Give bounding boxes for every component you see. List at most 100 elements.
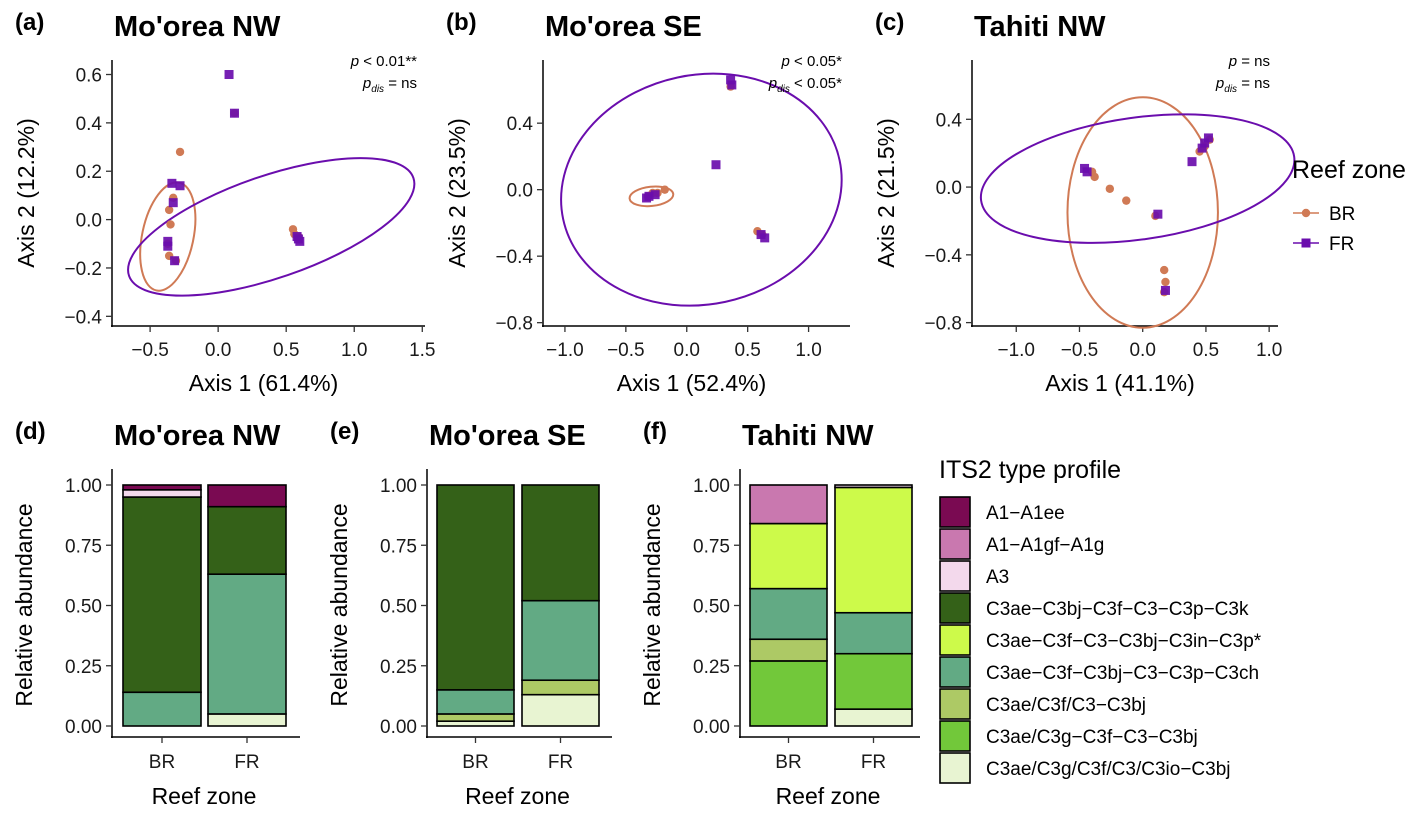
bar-panel: 0.00 0.25 0.50 0.75 1.00 BR FR Reef zone Relativ… [639,469,920,809]
legend-swatch [939,720,971,752]
legend-label: C3ae−C3f−C3bj−C3−C3p−C3ch [986,663,1259,684]
stat-pdis-value: = ns [384,75,417,92]
point-br [166,220,175,229]
point-br [1161,277,1170,287]
point-fr [168,198,178,208]
scatter-panel: −1.0 −0.5 0.0 0.5 1.0 −0.8 −0.4 0.0 0.4 Axis 1 (5… [444,53,850,396]
point-fr [1082,167,1092,177]
legend-swatch [939,656,971,688]
x-tick-label: 1.0 [795,340,821,361]
legend-its2: ITS2 type profile A1−A1ee A1−A1gf−A1g A3 C3a… [939,456,1262,784]
y-tick-label: 0.4 [507,114,534,135]
ellipse-fr [979,113,1296,244]
stat-pdis-symbol: p [1215,75,1224,92]
point-fr [224,70,234,80]
y-axis-title: Relative abundance [326,503,352,706]
y-tick-label: 0.50 [65,597,102,618]
y-tick-label: 0.50 [380,597,417,618]
legend-label: BR [1329,204,1355,225]
y-tick-label: 1.00 [693,476,730,497]
bar-segment [122,691,202,727]
bar-segment [207,713,287,727]
y-tick-label: 0.75 [693,536,730,557]
bar-segment [834,486,913,614]
bar-segment [834,652,913,710]
ellipse-fr [127,157,416,297]
y-axis-title: Relative abundance [639,503,665,706]
bar-segment [207,484,287,508]
ellipse-fr [560,72,843,307]
panel-title: Mo'orea NW [114,420,281,452]
point-fr [229,108,239,118]
panel-letter: (a) [15,9,44,36]
x-tick-label: −1.0 [546,340,584,361]
panel-title: Mo'orea SE [429,420,586,452]
x-tick-label: BR [462,752,488,773]
y-axis-title: Relative abundance [11,503,37,706]
y-axis-title: Axis 2 (23.5%) [444,118,470,268]
stat-pdis-subscript: dis [371,84,384,95]
y-tick-label: 1.00 [65,476,102,497]
stat-p-value: < 0.05* [794,53,842,70]
point-fr [175,181,185,191]
y-axis-title: Axis 2 (12.2%) [13,118,39,268]
x-axis-title: Reef zone [152,783,257,809]
ellipse-br [1066,96,1219,329]
bar-segment [521,693,600,727]
x-tick-label: 0.5 [273,340,299,361]
point-fr [726,75,736,85]
bar-segment [521,599,600,682]
ellipse-br [139,181,197,292]
point-fr [1153,209,1163,219]
stat-pdis: pdis = ns [1215,75,1270,95]
point-br [660,185,670,194]
bar-segment [749,484,828,525]
y-tick-label: −0.4 [64,307,102,328]
y-tick-label: −0.4 [924,246,962,267]
y-tick-label: 0.0 [76,211,102,232]
point-fr [1197,143,1207,153]
y-tick-label: 0.00 [380,717,417,738]
point-fr [163,236,173,246]
point-fr [170,256,180,266]
x-tick-label: BR [149,752,175,773]
stat-p-value: = ns [1241,53,1270,70]
bar-segment [521,484,600,602]
bar-segment [122,484,202,491]
panel-letter: (d) [15,418,46,445]
y-tick-label: 0.25 [693,657,730,678]
x-tick-label: 0.0 [205,340,231,361]
y-tick-label: 1.00 [380,476,417,497]
bar-segment [749,660,828,727]
panel-title: Tahiti NW [974,11,1106,43]
legend-swatch [939,752,971,784]
legend-title: ITS2 type profile [939,456,1121,484]
legend-swatch [939,592,971,624]
point-fr [163,241,173,251]
y-tick-label: −0.2 [64,259,102,280]
x-tick-label: FR [234,752,259,773]
stat-p-symbol: p [781,53,795,70]
legend-swatch [939,496,971,528]
bar-panel: 0.00 0.25 0.50 0.75 1.00 BR FR Reef zone Relativ… [11,469,300,809]
x-axis-title: Axis 1 (52.4%) [617,370,767,396]
y-axis-title: Axis 2 (21.5%) [873,118,899,268]
panel-letter: (b) [446,9,477,36]
bar-segment [749,587,828,641]
y-tick-label: 0.4 [936,110,963,131]
y-tick-label: −0.8 [924,314,962,335]
y-tick-label: −0.4 [495,247,533,268]
stat-p: p < 0.05* [781,53,843,70]
legend-label: C3ae/C3g−C3f−C3−C3bj [986,727,1198,748]
x-tick-label: −1.0 [997,340,1035,361]
x-tick-label: −0.5 [131,340,169,361]
ellipse-br [628,185,675,208]
point-br [1090,172,1099,182]
x-tick-label: 0.0 [674,340,700,361]
legend-label: A3 [986,567,1009,588]
point-fr [1200,138,1210,148]
x-tick-label: 0.5 [734,340,760,361]
bar-segment [122,489,202,498]
legend-swatch [939,528,971,560]
